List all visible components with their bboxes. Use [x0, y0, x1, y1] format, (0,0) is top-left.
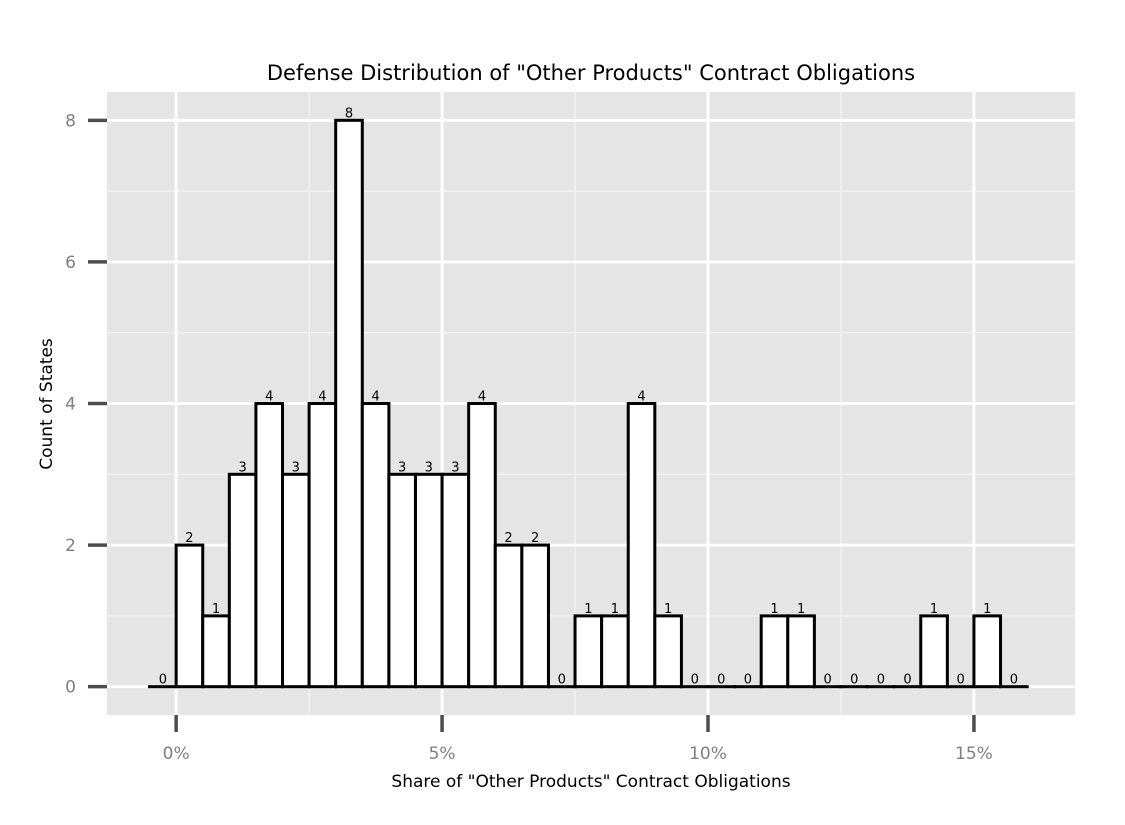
- major-gridlines: [107, 92, 1075, 715]
- bar-value-label: 4: [265, 390, 273, 405]
- bar-value-label: 0: [691, 673, 699, 688]
- histogram-bar: [413, 472, 444, 689]
- histogram-bar: [919, 614, 949, 689]
- bar-value-label: 3: [425, 460, 433, 475]
- y-tick-label: 6: [65, 253, 76, 273]
- histogram-bar: [254, 402, 285, 689]
- histogram-bar: [360, 402, 391, 689]
- bar-value-label: 1: [611, 602, 619, 617]
- x-tick-label: 10%: [689, 744, 727, 764]
- x-tick-label: 15%: [955, 744, 993, 764]
- bar-value-label: 1: [584, 602, 592, 617]
- histogram-bar: [307, 402, 338, 689]
- bar-value-label: 4: [371, 390, 379, 405]
- y-tick-label: 0: [65, 678, 76, 698]
- bar-value-label: 1: [212, 602, 220, 617]
- y-axis: 0 2 4 6 8: [65, 111, 107, 698]
- bar-value-label: 4: [478, 390, 486, 405]
- x-tick-label: 0%: [163, 744, 190, 764]
- bar-value-label: 4: [318, 390, 326, 405]
- bar-value-label: 0: [877, 673, 885, 688]
- histogram-bar: [600, 614, 630, 689]
- bar-value-label: 1: [770, 602, 778, 617]
- bar-value-labels: 0 2 1 3 4 3 4 8 4 3 3 3 4 2 2 0 1 1 4 1 0 0 0 1 1 0 0 0 0 1 0 1 0: [159, 106, 1018, 687]
- bar-value-label: 3: [451, 460, 459, 475]
- bar-value-label: 0: [744, 673, 752, 688]
- bar-value-label: 0: [824, 673, 832, 688]
- bar-value-label: 3: [398, 460, 406, 475]
- histogram-bar: [227, 472, 258, 689]
- histogram-bar: [626, 402, 657, 689]
- bar-value-label: 0: [717, 673, 725, 688]
- bar-value-label: 0: [957, 673, 965, 688]
- bars: [148, 118, 1029, 689]
- bar-value-label: 3: [238, 460, 246, 475]
- x-tick-label: 5%: [429, 744, 456, 764]
- bar-value-label: 1: [797, 602, 805, 617]
- bar-value-label: 2: [531, 531, 539, 546]
- bar-value-label: 2: [504, 531, 512, 546]
- histogram-bar: [334, 118, 364, 689]
- bar-value-label: 8: [345, 106, 353, 121]
- bar-value-label: 0: [903, 673, 911, 688]
- histogram-bar: [467, 402, 497, 689]
- histogram-bar: [201, 614, 231, 689]
- y-tick-label: 8: [65, 111, 76, 131]
- histogram-bar: [653, 614, 683, 689]
- histogram-bar: [387, 472, 417, 689]
- bar-value-label: 1: [930, 602, 938, 617]
- bar-value-label: 0: [1010, 673, 1018, 688]
- histogram-bar: [440, 472, 471, 689]
- bar-value-label: 0: [159, 673, 167, 688]
- y-axis-title: Count of States: [37, 338, 57, 470]
- histogram-bar: [972, 614, 1003, 689]
- bar-value-label: 1: [664, 602, 672, 617]
- bar-value-label: 4: [637, 390, 645, 405]
- bar-value-label: 0: [850, 673, 858, 688]
- y-tick-label: 2: [65, 536, 76, 556]
- bar-value-label: 1: [983, 602, 991, 617]
- histogram-bar: [573, 614, 604, 689]
- histogram-bar: [493, 543, 524, 689]
- bar-value-label: 3: [292, 460, 300, 475]
- x-axis-title: Share of "Other Products" Contract Oblig…: [391, 772, 790, 792]
- histogram-bar: [759, 614, 790, 689]
- bar-value-label: 2: [185, 531, 193, 546]
- histogram-bar: [281, 472, 311, 689]
- histogram-bar: [520, 543, 550, 689]
- histogram-bar: [786, 614, 816, 689]
- chart-title: Defense Distribution of "Other Products"…: [267, 61, 915, 85]
- bar-value-label: 0: [558, 673, 566, 688]
- histogram-bar: [174, 543, 205, 689]
- y-tick-label: 4: [65, 395, 76, 415]
- x-axis: 0% 5% 10% 15%: [163, 715, 993, 764]
